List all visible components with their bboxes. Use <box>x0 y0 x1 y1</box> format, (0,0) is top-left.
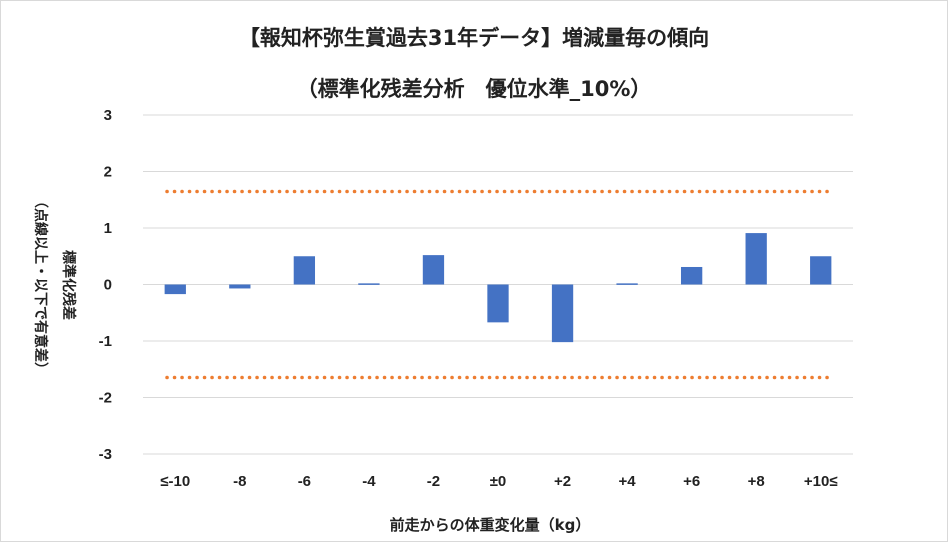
y-tick-label: 3 <box>104 107 112 124</box>
x-tick-label: -4 <box>362 473 376 490</box>
x-tick-label: -8 <box>233 473 246 490</box>
x-tick-label: -6 <box>298 473 311 490</box>
x-axis-title: 前走からの体重変化量（kg） <box>390 516 591 534</box>
x-tick-label: +6 <box>683 473 700 490</box>
bar <box>551 284 574 343</box>
x-tick-label: -2 <box>427 473 440 490</box>
bar <box>487 284 509 323</box>
x-tick-label: +2 <box>554 473 571 490</box>
chart-title: 【報知杯弥生賞過去31年データ】増減量毎の傾向 <box>238 26 710 50</box>
y-tick-label: 0 <box>104 277 112 294</box>
bar <box>358 283 380 285</box>
y-tick-label: -3 <box>99 446 112 463</box>
significance-lines <box>165 189 832 380</box>
y-tick-label: 1 <box>104 220 112 237</box>
x-tick-label: +8 <box>748 473 765 490</box>
gridlines <box>143 114 853 455</box>
y-tick-label: -1 <box>99 333 112 350</box>
bar <box>293 256 316 285</box>
chart-subtitle: （標準化残差分析 優位水準_10%） <box>296 77 652 101</box>
y-tick-label: 2 <box>104 164 112 181</box>
bar <box>164 284 186 295</box>
x-tick-label: ≤-10 <box>160 473 190 490</box>
bar <box>680 266 703 285</box>
x-tick-label: ±0 <box>490 473 507 490</box>
y-tick-label: -2 <box>99 390 112 407</box>
bar <box>229 284 251 289</box>
x-tick-label: +10≤ <box>804 473 838 490</box>
x-axis-ticks: ≤-10 -8 -6 -4 -2 ±0 +2 +4 +6 +8 +10≤ <box>160 473 837 490</box>
y-axis-note: （点線以上・以下で有意差） <box>32 194 49 376</box>
y-axis-label: 標準化残差 （点線以上・以下で有意差） <box>32 194 77 376</box>
bar <box>422 255 445 285</box>
bar <box>616 283 638 285</box>
bar <box>810 256 832 285</box>
bar <box>745 233 767 285</box>
x-tick-label: +4 <box>619 473 637 490</box>
bars <box>164 233 832 343</box>
y-axis-title: 標準化残差 <box>60 250 77 320</box>
y-axis-ticks: 3 2 1 0 -1 -2 -3 <box>99 107 112 463</box>
